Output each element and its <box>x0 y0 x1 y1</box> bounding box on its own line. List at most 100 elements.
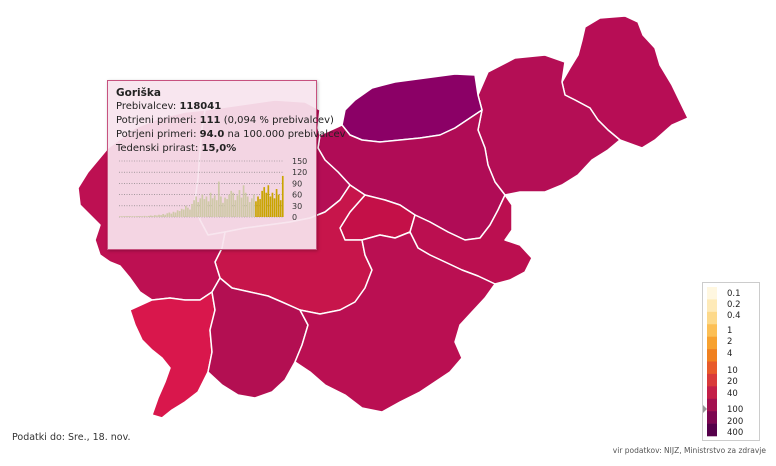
sparkline-bar <box>220 196 222 217</box>
sparkline-bar <box>178 211 181 217</box>
sparkline-bar <box>129 216 131 217</box>
sparkline-bar <box>261 190 263 217</box>
sparkline-bar <box>176 210 179 217</box>
sparkline-bar <box>244 192 247 217</box>
sparkline-bar <box>253 194 255 217</box>
sparkline-bar <box>166 213 169 217</box>
sparkline-bar <box>275 189 278 217</box>
sparkline-tick-label: 150 <box>292 157 307 166</box>
tooltip-region-name: Goriška <box>116 87 161 99</box>
sparkline-bar <box>182 209 185 217</box>
sparkline-bar <box>251 198 253 217</box>
sparkline-bar <box>267 185 270 217</box>
sparkline-bar <box>226 199 228 217</box>
sparkline-bar <box>197 202 200 217</box>
legend-label: 20 <box>727 377 738 387</box>
sparkline-bar <box>199 198 202 217</box>
sparkline-bar <box>141 216 144 217</box>
sparkline-bar <box>185 205 187 217</box>
sparkline-bar <box>121 216 123 217</box>
sparkline-bar <box>170 213 173 217</box>
sparkline-bar <box>211 198 214 217</box>
tooltip-population: Prebivalcev: 118041 <box>116 101 221 113</box>
legend-swatch <box>707 398 717 412</box>
sparkline-bar <box>160 215 162 217</box>
sparkline-bar <box>123 216 125 217</box>
sparkline-bar <box>281 175 284 217</box>
sparkline-bar <box>222 202 224 217</box>
sparkline-bar <box>162 214 164 217</box>
sparkline-bar <box>238 190 241 217</box>
region-jugovzhodna[interactable] <box>294 231 496 413</box>
legend-label: 10 <box>727 366 738 376</box>
region-pomurska[interactable] <box>561 15 689 149</box>
sparkline-bar <box>271 192 274 217</box>
sparkline-bar <box>240 197 243 217</box>
sparkline-bar <box>147 215 150 217</box>
sparkline-bar <box>119 216 121 217</box>
sparkline-bar <box>168 212 171 217</box>
sparkline-bar <box>172 211 175 217</box>
legend-label: 0.2 <box>727 300 741 310</box>
sparkline-tick-label: 90 <box>292 179 302 188</box>
sparkline-bar <box>218 181 220 217</box>
legend-swatch <box>707 361 717 375</box>
confirmed-label: Potrjeni primeri: <box>116 115 197 126</box>
sparkline-bar <box>193 200 195 217</box>
sparkline-tick-label: 0 <box>292 213 297 222</box>
legend-swatch <box>707 324 717 337</box>
data-source-note: vir podatkov: NIJZ, Ministrstvo za zdrav… <box>612 446 766 455</box>
population-value: 118041 <box>179 101 222 112</box>
data-date-note: Podatki do: Sre., 18. nov. <box>12 432 131 443</box>
sparkline-bar <box>201 194 204 217</box>
sparkline-bar <box>203 199 206 217</box>
sparkline-bar <box>265 192 268 217</box>
sparkline-bar <box>228 194 230 217</box>
sparkline-bar <box>127 216 129 217</box>
sparkline-bar <box>125 216 127 217</box>
sparkline-bar <box>257 196 259 217</box>
sparkline-bar <box>236 195 239 217</box>
sparkline-bar <box>230 190 233 217</box>
sparkline-bar <box>152 215 154 217</box>
sparkline-bar <box>195 196 197 217</box>
color-legend: 0.1 0.2 0.4 1 2 4 10 20 40 100 200 400 <box>702 282 760 441</box>
sparkline-bar <box>207 201 210 217</box>
legend-swatch <box>707 336 717 350</box>
region-obalno-kraska[interactable] <box>129 291 216 419</box>
sparkline-bar <box>180 208 183 217</box>
population-label: Prebivalcev: <box>116 101 177 112</box>
sparkline-tick-label: 30 <box>292 202 302 211</box>
legend-swatch <box>707 349 717 362</box>
sparkline-bar <box>234 200 237 217</box>
growth-value: 15,0% <box>201 143 237 154</box>
sparkline-bar <box>135 216 138 217</box>
sparkline-bar <box>164 214 167 217</box>
sparkline-bar <box>143 215 146 217</box>
tooltip-confirmed: Potrjeni primeri: 111 (0,094 % prebivalc… <box>116 115 334 127</box>
sparkline-bar <box>213 195 216 217</box>
sparkline-bar <box>255 201 257 217</box>
sparkline-bar <box>139 216 142 217</box>
sparkline-bar <box>232 192 235 217</box>
sparkline-bar <box>209 192 212 217</box>
legend-label: 0.1 <box>727 289 741 299</box>
sparkline-bar <box>224 197 226 217</box>
sparkline-bar <box>191 203 193 217</box>
sparkline-bar <box>242 185 245 217</box>
region-primorsko-notranjska[interactable] <box>207 277 309 399</box>
sparkline-bar <box>269 196 272 217</box>
legend-swatch <box>707 373 717 387</box>
legend-label: 200 <box>727 417 743 427</box>
sparkline-bar <box>154 215 156 217</box>
legend-label: 400 <box>727 428 743 438</box>
sparkline-bar <box>145 216 148 217</box>
sparkline-tick-label: 120 <box>292 168 307 177</box>
confirmed-value: 111 <box>199 115 221 126</box>
per100k-suffix: na 100.000 prebivalcev <box>227 129 346 140</box>
tooltip-growth: Tedenski prirast: 15,0% <box>116 143 236 155</box>
sparkline-bar <box>156 215 158 217</box>
per100k-value: 94.0 <box>199 129 225 140</box>
sparkline-bar <box>246 196 249 217</box>
